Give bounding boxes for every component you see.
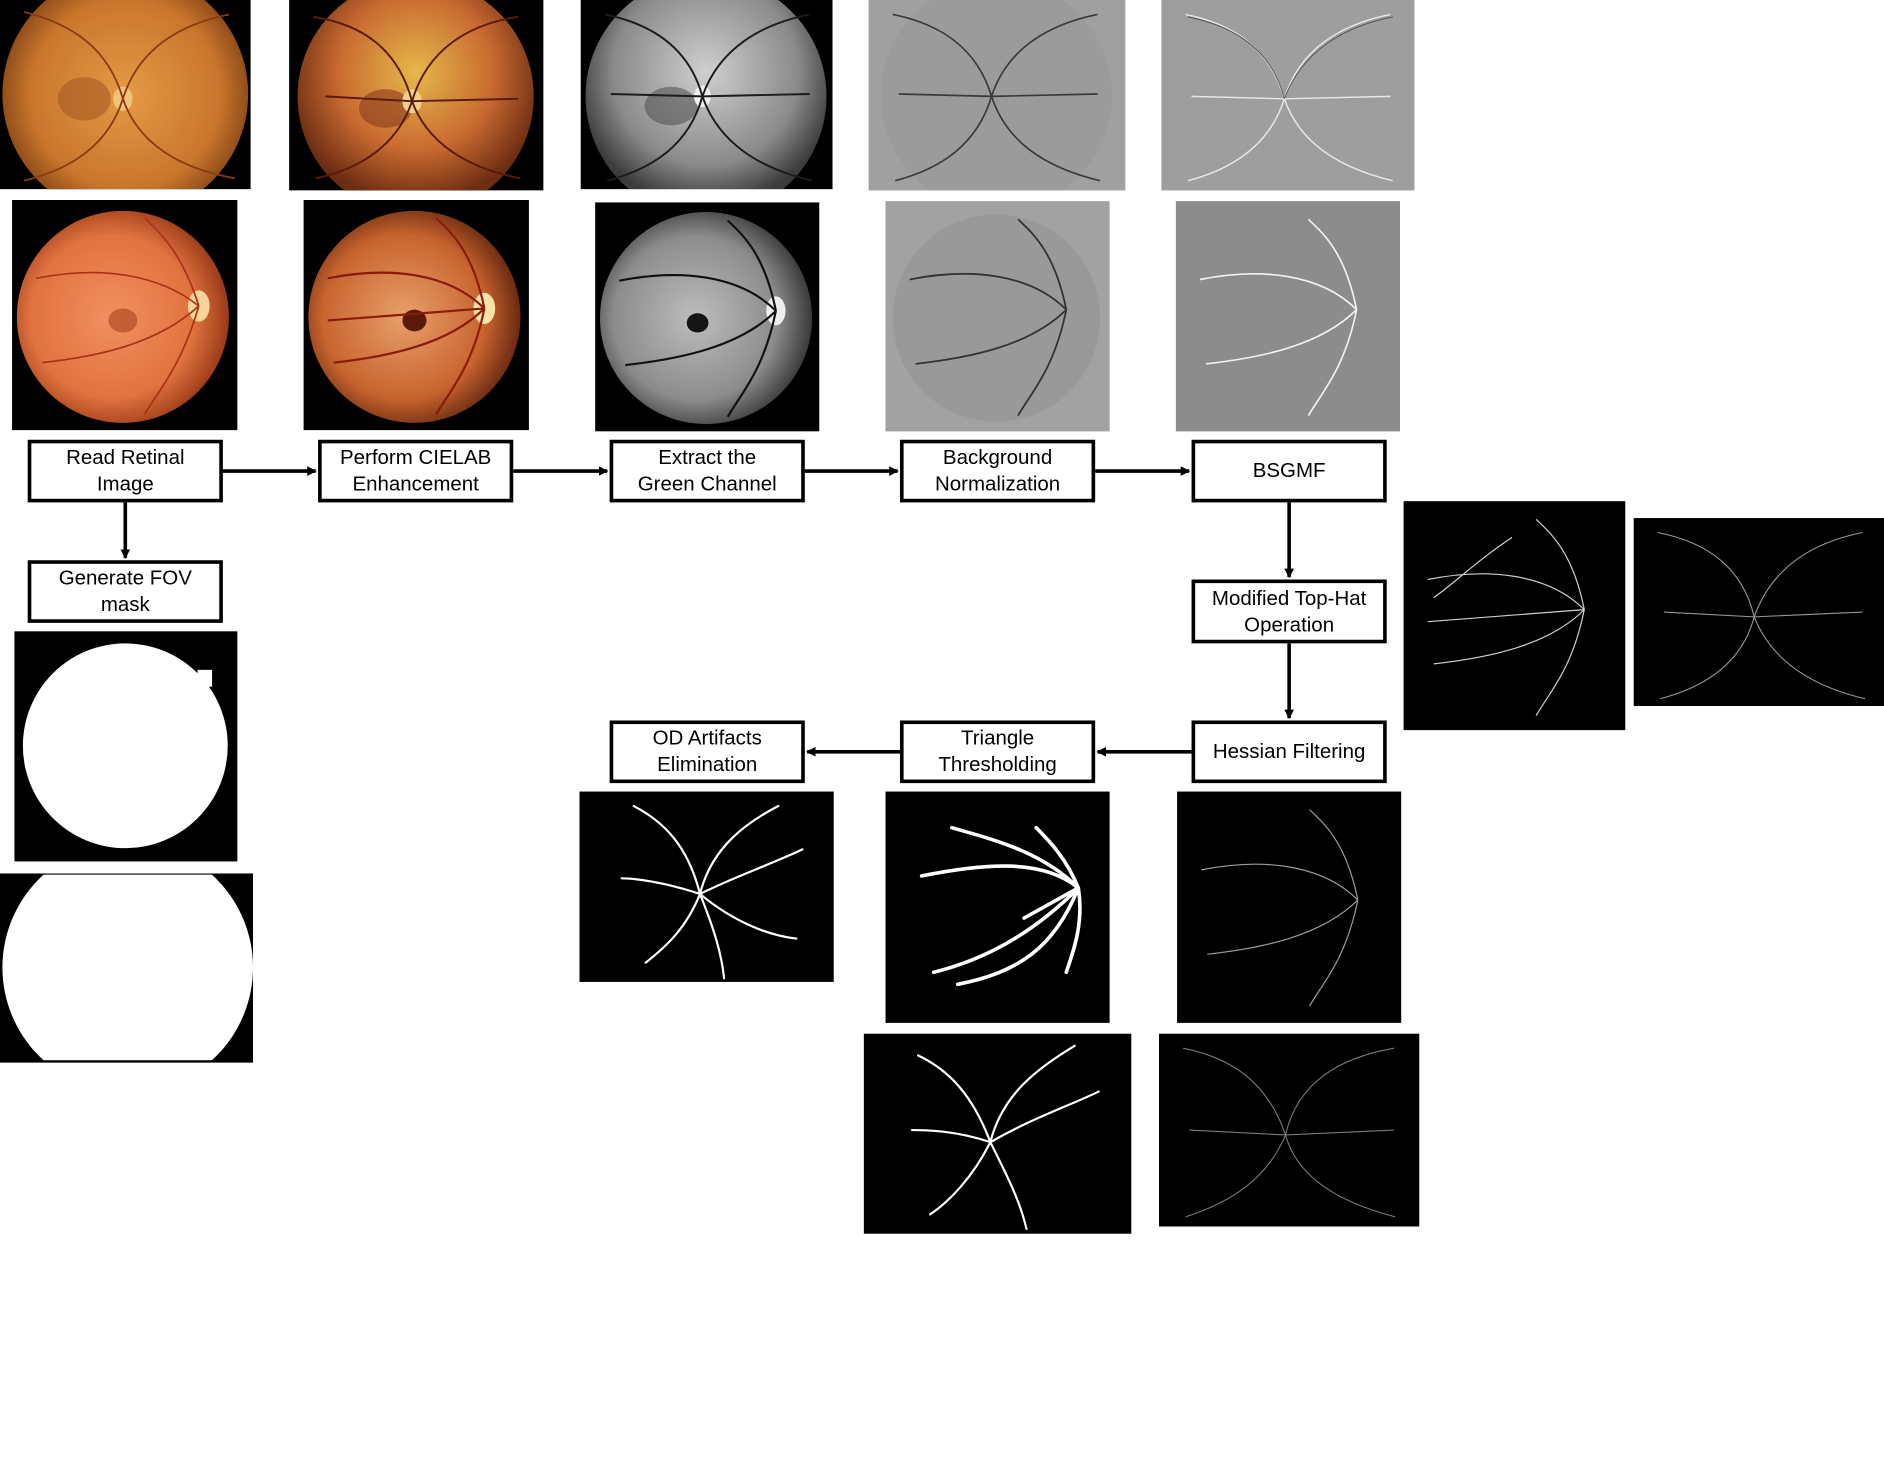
step-generate-fov-mask: Generate FOV mask xyxy=(27,560,223,623)
step-read-label: Read Retinal Image xyxy=(66,445,185,496)
step-cielab-label: Perform CIELAB Enhancement xyxy=(339,445,492,496)
step-od-artifacts-elimination: OD Artifacts Elimination xyxy=(609,720,805,784)
bsgmf-output-2 xyxy=(1175,201,1400,432)
green-channel-1 xyxy=(580,0,833,190)
fundus-original-2 xyxy=(12,199,238,431)
fov-mask-1 xyxy=(14,631,238,862)
step-triangle-label: Triangle Thresholding xyxy=(938,726,1057,776)
step-hessian-filtering: Hessian Filtering xyxy=(1191,720,1387,784)
step-bsgmf-label: BSGMF xyxy=(1252,459,1326,482)
step-read-retinal-image: Read Retinal Image xyxy=(27,439,223,503)
step-modified-top-hat: Modified Top-Hat Operation xyxy=(1191,579,1387,644)
step-od-label: OD Artifacts Elimination xyxy=(652,726,762,776)
step-fov-label: Generate FOV mask xyxy=(58,566,192,616)
step-green-label: Extract the Green Channel xyxy=(637,445,777,496)
triangle-output-1 xyxy=(863,1033,1132,1234)
green-channel-2 xyxy=(595,202,820,432)
bsgmf-output-1 xyxy=(1161,0,1415,191)
step-cielab-enhancement: Perform CIELAB Enhancement xyxy=(318,439,514,503)
step-tophat-label: Modified Top-Hat Operation xyxy=(1211,586,1367,636)
background-normalized-1 xyxy=(868,0,1126,191)
fundus-original-1 xyxy=(0,0,251,190)
tophat-output-1 xyxy=(1633,518,1884,707)
hessian-output-1 xyxy=(1159,1033,1420,1227)
triangle-output-2 xyxy=(885,791,1110,1023)
step-bsgmf: BSGMF xyxy=(1191,439,1387,503)
fundus-enhanced-2 xyxy=(303,199,529,431)
tophat-output-2 xyxy=(1403,501,1626,731)
od-elimination-output xyxy=(579,791,834,982)
step-hessian-label: Hessian Filtering xyxy=(1212,739,1366,763)
step-extract-green-channel: Extract the Green Channel xyxy=(609,439,805,503)
background-normalized-2 xyxy=(885,201,1110,432)
fundus-enhanced-1 xyxy=(289,0,544,191)
fov-mask-2 xyxy=(0,873,254,1063)
step-background-normalization: Background Normalization xyxy=(899,439,1096,503)
hessian-output-2 xyxy=(1177,791,1402,1023)
step-triangle-thresholding: Triangle Thresholding xyxy=(899,720,1096,784)
step-bgnorm-label: Background Normalization xyxy=(934,445,1061,496)
